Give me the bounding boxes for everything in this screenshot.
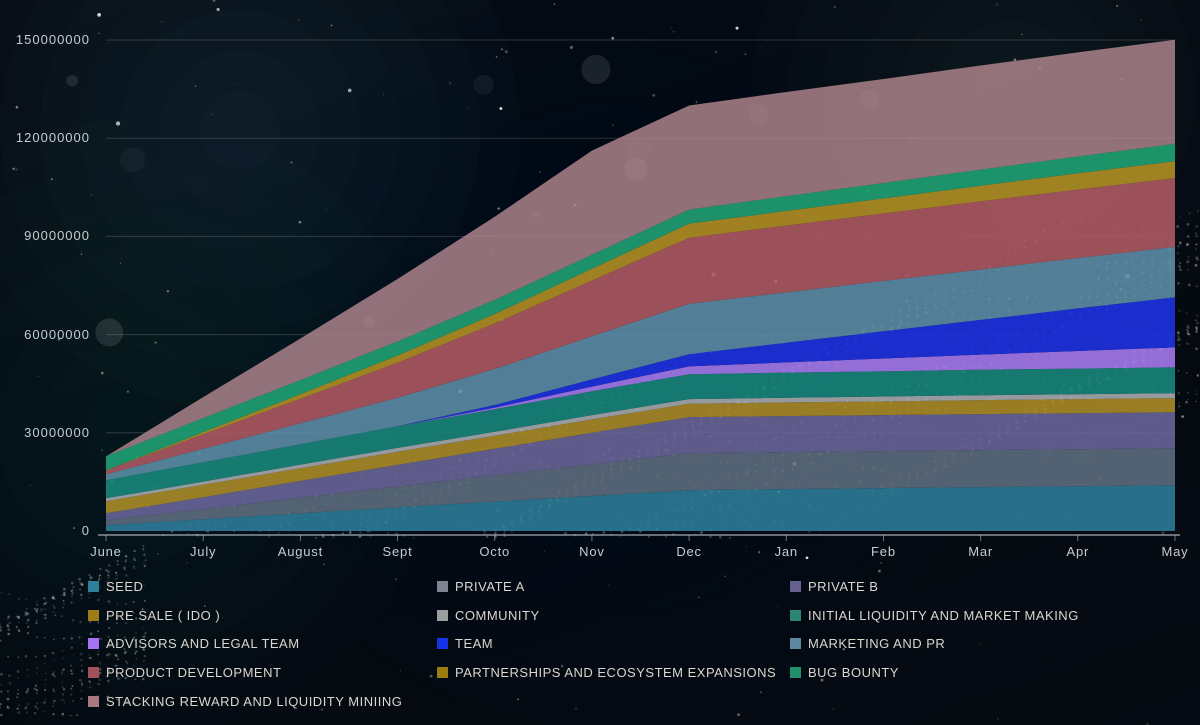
area-product-development[interactable]: [106, 178, 1175, 475]
legend-item-stacking-reward-and-liquidity-miniing[interactable]: STACKING REWARD AND LIQUIDITY MINIING: [88, 687, 437, 716]
legend-label: PRODUCT DEVELOPMENT: [106, 665, 282, 681]
background-glow: [0, 0, 520, 410]
legend-swatch: [88, 580, 99, 592]
legend-label: PRIVATE B: [808, 578, 879, 594]
y-tick-label: 90000000: [24, 228, 90, 244]
legend-item-bug-bounty[interactable]: BUG BOUNTY: [790, 658, 1196, 687]
area-stacking-reward-and-liquidity-miniing[interactable]: [106, 39, 1175, 457]
legend-item-private-b[interactable]: PRIVATE B: [790, 572, 1196, 601]
legend-label: TEAM: [455, 636, 494, 652]
area-seed[interactable]: [106, 485, 1175, 531]
legend-swatch: [88, 609, 99, 621]
legend-swatch: [790, 638, 801, 650]
legend-swatch: [88, 696, 99, 708]
legend-item-team[interactable]: TEAM: [437, 630, 790, 659]
y-tick-label: 60000000: [24, 326, 90, 342]
x-tick-label: August: [277, 544, 323, 559]
legend-item-community[interactable]: COMMUNITY: [437, 601, 790, 630]
legend-item-partnerships-and-ecosystem-expansions[interactable]: PARTNERSHIPS AND ECOSYSTEM EXPANSIONS: [437, 658, 790, 687]
area-private-b[interactable]: [106, 412, 1175, 521]
legend-label: SEED: [106, 578, 144, 594]
legend-label: PARTNERSHIPS AND ECOSYSTEM EXPANSIONS: [455, 665, 777, 681]
chart-legend: SEED PRIVATE A PRIVATE B PRE SALE ( IDO ) CO…: [88, 572, 1196, 716]
legend-swatch: [790, 580, 801, 592]
legend-item-product-development[interactable]: PRODUCT DEVELOPMENT: [88, 658, 437, 687]
area-advisors-and-legal-team[interactable]: [106, 347, 1175, 481]
legend-item-private-a[interactable]: PRIVATE A: [437, 572, 790, 601]
x-tick-label: Nov: [579, 544, 605, 559]
legend-swatch: [88, 667, 99, 679]
x-tick-label: Octo: [479, 544, 511, 559]
area-private-a[interactable]: [106, 448, 1175, 526]
legend-label: ADVISORS AND LEGAL TEAM: [106, 636, 300, 652]
legend-swatch: [790, 667, 801, 679]
legend-label: PRE SALE ( IDO ): [106, 607, 221, 623]
legend-swatch: [88, 638, 99, 650]
legend-item-initial-liquidity-and-market-making[interactable]: INITIAL LIQUIDITY AND MARKET MAKING: [790, 601, 1196, 630]
x-tick-label: Sept: [382, 544, 413, 559]
legend-label: PRIVATE A: [455, 578, 525, 594]
legend-label: STACKING REWARD AND LIQUIDITY MINIING: [106, 694, 403, 710]
legend-item-advisors-and-legal-team[interactable]: ADVISORS AND LEGAL TEAM: [88, 630, 437, 659]
y-tick-label: 150000000: [15, 32, 90, 47]
area-initial-liquidity-and-market-making[interactable]: [106, 367, 1175, 499]
legend-item-marketing-and-pr[interactable]: MARKETING AND PR: [790, 630, 1196, 659]
area-marketing-and-pr[interactable]: [106, 246, 1175, 481]
x-tick-label: Jan: [774, 544, 798, 559]
legend-item-seed[interactable]: SEED: [88, 572, 437, 601]
x-tick-label: Apr: [1066, 544, 1090, 559]
x-tick-label: July: [190, 544, 217, 559]
legend-swatch: [437, 667, 448, 679]
x-tick-label: June: [90, 544, 122, 559]
y-tick-label: 120000000: [15, 130, 90, 146]
x-axis: [98, 534, 1180, 541]
legend-item-pre-sale-ido[interactable]: PRE SALE ( IDO ): [88, 601, 437, 630]
area-pre-sale-ido[interactable]: [106, 398, 1175, 514]
legend-swatch: [790, 609, 801, 621]
legend-label: INITIAL LIQUIDITY AND MARKET MAKING: [808, 607, 1079, 623]
legend-swatch: [437, 580, 448, 592]
legend-label: COMMUNITY: [455, 607, 540, 623]
area-team[interactable]: [106, 297, 1175, 481]
y-tick-label: 30000000: [24, 424, 90, 440]
x-tick-label: Mar: [968, 544, 994, 559]
x-tick-label: May: [1161, 544, 1189, 559]
y-tick-label: 0: [81, 523, 90, 538]
x-tick-label: Dec: [676, 544, 702, 559]
legend-label: MARKETING AND PR: [808, 636, 946, 652]
x-tick-label: Feb: [871, 544, 896, 559]
legend-label: BUG BOUNTY: [808, 665, 899, 681]
legend-swatch: [437, 638, 448, 650]
legend-swatch: [437, 609, 448, 621]
